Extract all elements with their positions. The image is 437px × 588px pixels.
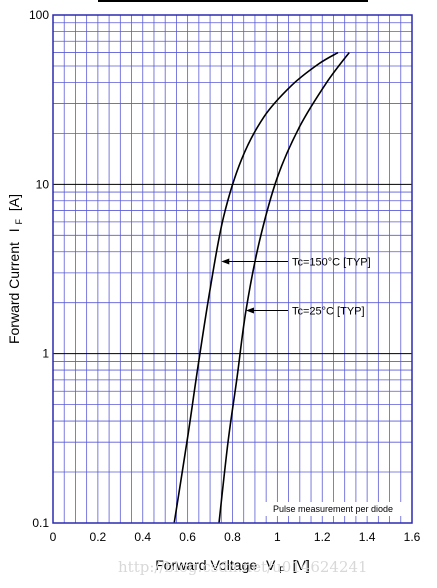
x-axis-title: Forward Voltage V F [V] (155, 557, 310, 576)
series-line-tc150 (173, 51, 339, 524)
y-tick-label: 100 (29, 8, 49, 22)
pulse-note: Pulse measurement per diode (273, 504, 393, 514)
y-axis-label: Forward Current (6, 242, 22, 344)
series-lines (173, 51, 350, 524)
x-tick-label: 0.6 (179, 530, 196, 544)
x-tick-label: 0.2 (90, 530, 107, 544)
watermark-text: http://blog.csdn.net/u014624241 (118, 558, 368, 576)
x-axis-unit: [V] (293, 557, 310, 573)
x-tick-label: 0 (50, 530, 57, 544)
x-axis-subscript: F (279, 565, 285, 575)
y-tick-label: 10 (36, 177, 50, 191)
y-axis-unit: [A] (6, 194, 22, 211)
annotation-tc150-arrowhead (221, 258, 230, 265)
x-tick-label: 1 (274, 530, 281, 544)
x-axis-label: Forward Voltage (155, 557, 257, 573)
series-line-tc25 (218, 52, 350, 524)
x-tick-labels: 0 0.2 0.4 0.6 0.8 1 1.2 1.4 1.6 (50, 530, 421, 544)
x-tick-label: 1.2 (314, 530, 331, 544)
y-axis-title: Forward Current I F [A] (6, 194, 25, 344)
x-tick-label: 1.6 (404, 530, 421, 544)
annotations: Pulse measurement per diode Tc=150°C [TY… (221, 257, 407, 516)
x-tick-label: 0.4 (134, 530, 151, 544)
annotation-tc25: Tc=25°C [TYP] (292, 305, 365, 317)
y-tick-label: 1 (42, 347, 49, 361)
annotation-tc25-arrowhead (245, 307, 254, 314)
x-axis-symbol: V (266, 557, 276, 573)
y-axis-subscript: F (14, 218, 24, 224)
annotation-tc150: Tc=150°C [TYP] (292, 257, 371, 269)
grid (53, 15, 412, 523)
y-axis-symbol: I (6, 228, 22, 232)
pulse-note-background (259, 502, 407, 516)
x-tick-label: 0.8 (224, 530, 241, 544)
plot-frame (52, 14, 413, 524)
y-tick-labels: 0.1 1 10 100 (29, 8, 49, 530)
y-tick-label: 0.1 (32, 516, 49, 530)
x-tick-label: 1.4 (359, 530, 376, 544)
